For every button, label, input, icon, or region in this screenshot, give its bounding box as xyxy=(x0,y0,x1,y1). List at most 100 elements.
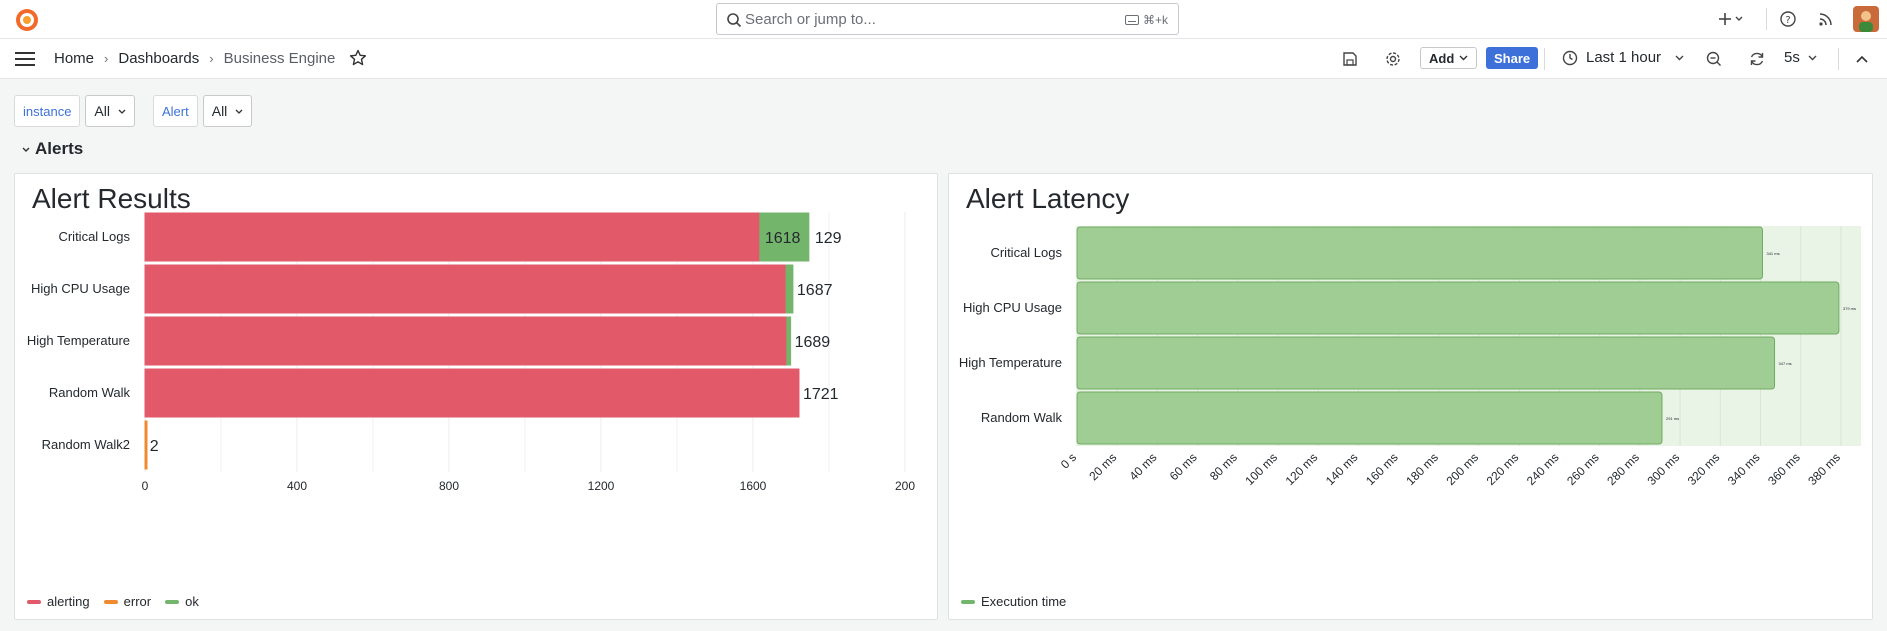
data-label: 129 xyxy=(815,230,842,247)
variable-label-alert: Alert xyxy=(153,95,198,127)
star-icon[interactable] xyxy=(349,49,367,67)
category-label: High CPU Usage xyxy=(963,300,1062,315)
legend-label: ok xyxy=(185,594,199,609)
plus-icon xyxy=(1719,13,1743,25)
news-button[interactable] xyxy=(1815,8,1837,30)
panel-alert-results: Alert Results 0 400 800 1200 1600 200 Critical… xyxy=(14,173,938,620)
x-tick-label: 60 ms xyxy=(1167,450,1200,483)
variable-value: All xyxy=(211,103,228,119)
help-button[interactable]: ? xyxy=(1777,8,1799,30)
row-title: Alerts xyxy=(35,139,84,158)
gear-icon xyxy=(1386,52,1400,66)
legend-item[interactable]: Execution time xyxy=(961,594,1066,609)
x-tick-label: 0 xyxy=(142,479,149,493)
add-button-label: Add xyxy=(1429,50,1455,66)
save-dashboard-button[interactable] xyxy=(1339,48,1361,70)
legend-item[interactable]: ok xyxy=(165,594,199,609)
data-label: 291 ms xyxy=(1666,416,1679,421)
bar-error xyxy=(144,420,148,470)
data-label: 1618 xyxy=(765,230,801,247)
x-tick-label: 380 ms xyxy=(1805,450,1843,488)
chevron-up-icon xyxy=(1856,55,1868,63)
data-label: 1721 xyxy=(803,386,839,403)
category-label: High Temperature xyxy=(27,333,130,348)
legend-item[interactable]: error xyxy=(103,594,152,609)
chevron-down-icon xyxy=(118,109,126,114)
breadcrumb-current: Business Engine xyxy=(223,50,336,67)
x-tick-label: 80 ms xyxy=(1207,450,1240,483)
x-tick-label: 200 ms xyxy=(1443,450,1481,488)
divider xyxy=(1766,8,1767,30)
dashboard-nav-bar: Home › Dashboards › Business Engine Add … xyxy=(0,39,1887,79)
x-tick-label: 1600 xyxy=(740,479,767,493)
bar-ok xyxy=(786,316,792,366)
legend-label: error xyxy=(123,594,152,609)
category-label: Random Walk2 xyxy=(42,437,130,452)
refresh-interval-picker[interactable]: 5s xyxy=(1784,49,1817,66)
chevron-down-icon xyxy=(1675,55,1684,60)
alert-results-chart: 0 400 800 1200 1600 200 Critical Logs 1618 129 Hi… xyxy=(27,212,915,493)
legend-label: Execution time xyxy=(981,594,1067,609)
category-label: High Temperature xyxy=(959,355,1062,370)
chart-legend: Execution time xyxy=(961,594,1066,609)
divider xyxy=(1838,48,1839,70)
category-label: Random Walk xyxy=(49,385,131,400)
bar-execution-time xyxy=(1076,336,1776,390)
x-tick-label: 320 ms xyxy=(1685,450,1723,488)
category-label: High CPU Usage xyxy=(31,281,130,296)
x-tick-label: 280 ms xyxy=(1604,450,1642,488)
x-tick-label: 0 s xyxy=(1058,450,1079,471)
legend-swatch xyxy=(961,599,975,604)
row-header-alerts[interactable]: Alerts xyxy=(22,139,83,159)
chevron-down-icon xyxy=(1459,55,1468,61)
x-tick-label: 160 ms xyxy=(1363,450,1401,488)
data-label: 1687 xyxy=(797,282,833,299)
new-menu-button[interactable] xyxy=(1717,8,1747,30)
variable-value: All xyxy=(94,103,110,119)
panel-alert-latency: Alert Latency 0 s 20 ms 40 ms 60 ms 80 ms 100… xyxy=(948,173,1873,620)
x-tick-label: 360 ms xyxy=(1765,450,1803,488)
time-range-picker[interactable]: Last 1 hour xyxy=(1562,49,1684,66)
keyboard-icon xyxy=(1124,15,1139,25)
legend-swatch xyxy=(165,599,180,604)
search-shortcut: ⌘+k xyxy=(1124,13,1168,27)
x-tick-label: 800 xyxy=(439,479,459,493)
bar-alerting xyxy=(144,368,800,418)
variable-label-instance: instance xyxy=(14,95,81,127)
svg-text:?: ? xyxy=(1785,15,1790,26)
x-tick-label: 40 ms xyxy=(1127,450,1160,483)
breadcrumb-dashboards[interactable]: Dashboards xyxy=(118,50,200,67)
panel-title: Alert Latency xyxy=(966,183,1130,214)
x-tick-label: 20 ms xyxy=(1086,450,1119,483)
menu-icon[interactable] xyxy=(15,52,35,66)
category-label: Critical Logs xyxy=(58,229,130,244)
x-tick-label: 180 ms xyxy=(1403,450,1441,488)
breadcrumb-home[interactable]: Home xyxy=(54,50,95,67)
dashboard-settings-button[interactable] xyxy=(1382,48,1404,70)
refresh-button[interactable] xyxy=(1746,48,1768,70)
x-tick-label: 120 ms xyxy=(1283,450,1321,488)
breadcrumb: Home › Dashboards › Business Engine xyxy=(54,50,335,67)
data-label: 379 ms xyxy=(1843,306,1856,311)
search-input[interactable]: Search or jump to... ⌘+k xyxy=(716,3,1179,35)
add-button[interactable]: Add xyxy=(1420,47,1478,69)
x-tick-label: 1200 xyxy=(588,479,615,493)
variable-select-alert[interactable]: All xyxy=(202,95,253,127)
category-label: Random Walk xyxy=(981,410,1063,425)
x-tick-label: 200 xyxy=(895,479,915,493)
data-label: 347 ms xyxy=(1779,361,1792,366)
variable-select-instance[interactable]: All xyxy=(85,95,135,127)
x-tick-label: 100 ms xyxy=(1242,450,1280,488)
bar-execution-time xyxy=(1076,226,1763,280)
grafana-logo-icon[interactable] xyxy=(14,7,40,33)
x-tick-label: 340 ms xyxy=(1725,450,1763,488)
share-button[interactable]: Share xyxy=(1486,47,1539,69)
x-tick-label: 260 ms xyxy=(1564,450,1602,488)
variable-alert: Alert All xyxy=(153,95,253,127)
avatar[interactable] xyxy=(1853,6,1879,32)
legend-swatch xyxy=(27,599,41,604)
collapse-header-button[interactable] xyxy=(1851,48,1873,70)
zoom-out-button[interactable] xyxy=(1703,48,1725,70)
top-bar: Search or jump to... ⌘+k ? xyxy=(0,0,1887,39)
legend-item[interactable]: alerting xyxy=(27,594,90,609)
